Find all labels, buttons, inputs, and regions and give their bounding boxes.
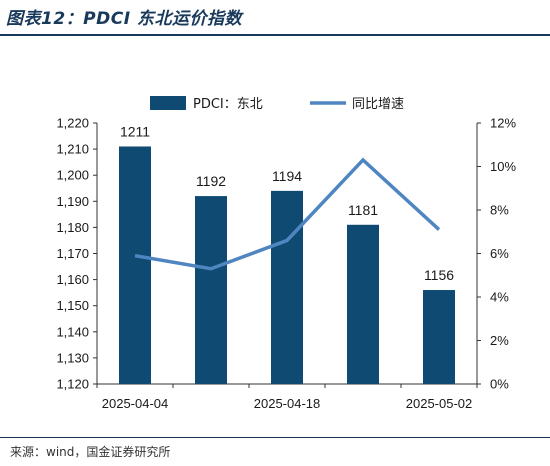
bar-data-label: 1211 [120,123,150,139]
y-left-tick-label: 1,130 [56,350,89,365]
bar-data-label: 1156 [424,267,454,283]
y-left-tick-label: 1,210 [56,142,89,157]
bar [119,146,151,384]
y-left-tick-label: 1,200 [56,168,89,183]
y-left-tick-label: 1,190 [56,194,89,209]
y-left-tick-label: 1,180 [56,220,89,235]
bar-data-label: 1192 [196,173,226,189]
y-right-tick-label: 6% [490,246,509,261]
y-right-tick-label: 12% [490,116,516,131]
bar [423,290,455,384]
y-right-tick-label: 0% [490,377,509,392]
x-tick-label: 2025-04-18 [254,396,321,411]
figure-title: 图表12：PDCI 东北运价指数 [6,9,242,29]
y-right-tick-label: 4% [490,290,509,305]
bar-data-label: 1181 [348,202,378,218]
legend-bar-label: PDCI：东北 [193,97,263,112]
source-note: 来源：wind，国金证券研究所 [10,445,171,459]
bar [347,224,379,384]
legend-line-label: 同比增速 [352,97,404,112]
y-left-tick-label: 1,140 [56,324,89,339]
x-tick-label: 2025-05-02 [406,396,473,411]
bar [195,196,227,384]
title-rule [0,34,550,36]
y-left-tick-label: 1,120 [56,377,89,392]
legend-bar-swatch [150,96,186,110]
x-tick-label: 2025-04-04 [102,396,169,411]
y-right-tick-label: 10% [490,159,516,174]
source-rule [0,437,550,438]
y-left-tick-label: 1,160 [56,272,89,287]
y-left-tick-label: 1,220 [56,116,89,131]
y-right-tick-label: 8% [490,203,509,218]
line-series [134,157,441,271]
y-left-tick-label: 1,170 [56,246,89,261]
bar-data-label: 1194 [272,168,302,184]
bar [271,190,303,384]
y-right-tick-label: 2% [490,333,509,348]
y-left-tick-label: 1,150 [56,298,89,313]
